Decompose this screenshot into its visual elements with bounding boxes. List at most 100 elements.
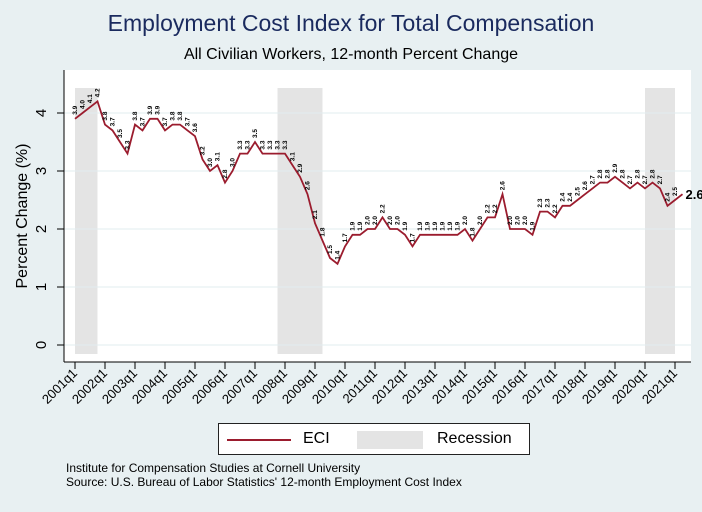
data-label: 2.2 [380,204,387,213]
data-label: 2.2 [492,204,499,213]
data-label: 2.7 [627,175,634,184]
data-label: 2.0 [372,216,379,225]
data-label: 3.5 [117,129,124,138]
data-label: 3.3 [125,140,132,149]
data-label: 3.8 [132,111,139,120]
data-label: 2.4 [560,192,567,201]
data-label: 3.0 [207,158,214,167]
data-label: 2.3 [537,198,544,207]
data-label: 2.8 [635,169,642,178]
eci-line [74,99,684,266]
data-label: 2.8 [605,169,612,178]
data-label: 2.5 [672,187,679,196]
data-label: 2.8 [620,169,627,178]
legend-eci-label: ECI [303,430,330,447]
data-label: 2.8 [650,169,657,178]
data-label: 3.7 [140,117,147,126]
legend-eci-swatch [227,439,291,441]
data-label: 3.7 [185,117,192,126]
data-label: 2.9 [612,163,619,172]
data-label: 1.8 [470,227,477,236]
data-label: 3.3 [282,140,289,149]
data-label: 2.0 [522,216,529,225]
legend-recession-label: Recession [437,430,512,447]
data-label: 2.0 [387,216,394,225]
data-label: 2.3 [545,198,552,207]
data-label: 3.3 [267,140,274,149]
data-label: 3.7 [110,117,117,126]
data-label: 3.1 [215,152,222,161]
data-label: 2.7 [590,175,597,184]
data-label: 3.3 [275,140,282,149]
y-tick-label: 2 [33,225,50,233]
data-label: 1.9 [357,221,364,230]
data-label: 2.0 [462,216,469,225]
data-label: 2.4 [665,192,672,201]
data-label: 2.2 [485,204,492,213]
data-label: 3.9 [72,105,79,114]
data-label: 2.2 [552,204,559,213]
data-label: 3.3 [237,140,244,149]
data-label: 4.0 [80,100,87,109]
data-label: 2.8 [597,169,604,178]
y-tick-label: 4 [33,109,50,117]
data-label: 3.3 [245,140,252,149]
data-label: 2.6 [500,181,507,190]
data-label: 2.8 [222,169,229,178]
legend-recession-swatch [357,431,423,449]
data-label: 1.9 [425,221,432,230]
plot-area [64,70,691,362]
data-label: 3.6 [192,123,199,132]
data-label: 3.0 [230,158,237,167]
data-label: 1.9 [440,221,447,230]
y-tick-label: 3 [33,167,50,175]
data-label: 2.0 [507,216,514,225]
data-label: 3.8 [102,111,109,120]
data-label: 1.4 [335,250,342,259]
recession-band [75,88,98,354]
data-label: 4.2 [95,88,102,97]
data-label: 3.3 [260,140,267,149]
data-label: 2.6 [305,181,312,190]
data-label: 2.7 [657,175,664,184]
last-value-label: 2.6 [686,187,702,202]
data-label: 2.9 [297,163,304,172]
data-label: 1.9 [417,221,424,230]
data-label: 3.8 [177,111,184,120]
data-label: 2.0 [365,216,372,225]
footer-institute: Institute for Compensation Studies at Co… [66,461,361,475]
data-label: 1.7 [410,233,417,242]
data-label: 1.9 [530,221,537,230]
data-label: 3.5 [252,129,259,138]
data-label: 1.5 [327,245,334,254]
recession-band [645,88,675,354]
data-label: 1.9 [455,221,462,230]
data-label: 2.5 [575,187,582,196]
data-label: 2.7 [642,175,649,184]
data-label: 1.9 [402,221,409,230]
data-label: 2.1 [312,210,319,219]
data-label: 3.2 [200,146,207,155]
data-label: 3.7 [162,117,169,126]
data-label: 1.9 [447,221,454,230]
y-axis-label: Percent Change (%) [14,144,31,289]
data-label: 2.0 [395,216,402,225]
data-label: 1.8 [320,227,327,236]
legend: ECI Recession [218,423,530,455]
data-label: 4.1 [87,94,94,103]
data-label: 3.9 [155,105,162,114]
footer: Institute for Compensation Studies at Co… [66,461,462,489]
chart-svg: 012342001q12002q12003q12004q12005q12006q… [14,70,702,407]
data-label: 2.4 [567,192,574,201]
data-label: 1.7 [342,233,349,242]
chart-subtitle: All Civilian Workers, 12-month Percent C… [183,46,519,63]
data-label: 3.9 [147,105,154,114]
data-label: 2.0 [477,216,484,225]
data-label: 1.9 [350,221,357,230]
data-label: 3.8 [170,111,177,120]
y-tick-label: 0 [33,341,50,349]
data-label: 3.1 [290,152,297,161]
recession-band [277,88,323,354]
chart-title: Employment Cost Index for Total Compensa… [107,10,595,36]
data-label: 2.6 [582,181,589,190]
